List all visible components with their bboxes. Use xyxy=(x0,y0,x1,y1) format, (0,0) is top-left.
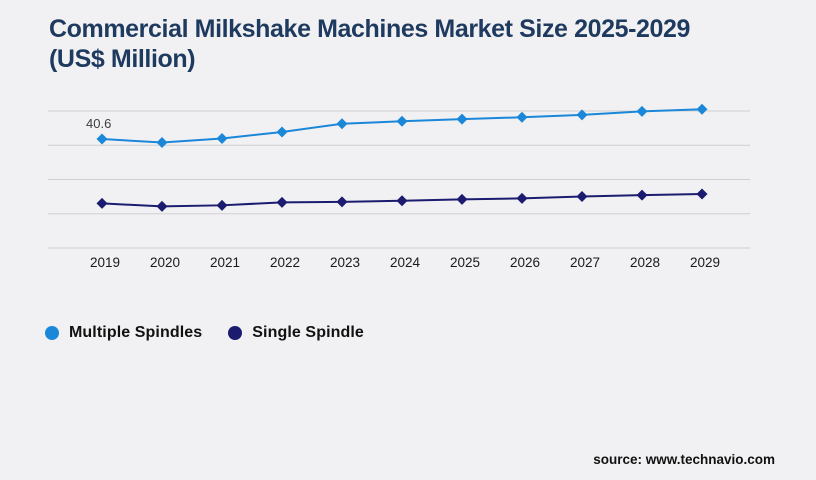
page-title: Commercial Milkshake Machines Market Siz… xyxy=(49,14,779,74)
legend-label-multiple-spindles: Multiple Spindles xyxy=(69,324,203,341)
x-tick-label: 2022 xyxy=(270,255,300,270)
x-tick-label: 2027 xyxy=(570,255,600,270)
market-size-line-chart: 40.6 2019 2020 2021 2022 2023 2024 2025 2026 2027… xyxy=(48,103,750,270)
x-tick-label: 2029 xyxy=(690,255,720,270)
page-title-line-2: (US$ Million) xyxy=(49,45,196,73)
multiple-spindles-marker-icon xyxy=(45,326,59,340)
data-point-marker-multiple-spindles xyxy=(456,113,468,125)
data-point-marker-single-spindle xyxy=(96,197,108,209)
data-point-marker-single-spindle xyxy=(396,195,408,207)
first-point-value-label: 40.6 xyxy=(86,116,111,131)
legend-item-multiple-spindles: Multiple Spindles xyxy=(45,324,202,342)
data-point-marker-multiple-spindles xyxy=(96,133,108,145)
legend-label-single-spindle: Single Spindle xyxy=(252,324,364,341)
data-point-marker-single-spindle xyxy=(216,199,228,211)
data-point-marker-multiple-spindles xyxy=(576,109,588,121)
chart-legend: Multiple Spindles Single Spindle xyxy=(45,324,364,342)
x-tick-label: 2023 xyxy=(330,255,360,270)
data-point-marker-multiple-spindles xyxy=(396,115,408,127)
x-tick-label: 2024 xyxy=(390,255,421,270)
data-point-marker-multiple-spindles xyxy=(636,105,648,117)
data-point-marker-single-spindle xyxy=(276,196,288,208)
data-point-marker-multiple-spindles xyxy=(276,126,288,138)
data-point-marker-single-spindle xyxy=(636,189,648,201)
data-point-marker-single-spindle xyxy=(156,200,168,212)
data-point-marker-multiple-spindles xyxy=(156,136,168,148)
single-spindle-marker-icon xyxy=(228,326,243,340)
page-title-line-1: Commercial Milkshake Machines Market Siz… xyxy=(49,15,691,43)
source-attribution: source: www.technavio.com xyxy=(593,452,775,467)
x-tick-label: 2025 xyxy=(450,255,480,270)
x-tick-label: 2028 xyxy=(630,255,660,270)
x-tick-label: 2019 xyxy=(90,255,120,270)
legend-item-single-spindle: Single Spindle xyxy=(228,324,364,342)
data-point-marker-multiple-spindles xyxy=(696,103,708,115)
data-point-marker-single-spindle xyxy=(336,196,348,208)
data-point-marker-single-spindle xyxy=(696,188,708,200)
data-point-marker-single-spindle xyxy=(456,193,468,205)
x-tick-label: 2021 xyxy=(210,255,240,270)
data-point-marker-multiple-spindles xyxy=(516,111,528,123)
data-point-marker-single-spindle xyxy=(516,192,528,204)
data-point-marker-multiple-spindles xyxy=(216,132,228,144)
data-point-marker-multiple-spindles xyxy=(336,118,348,130)
x-tick-label: 2026 xyxy=(510,255,540,270)
x-tick-label: 2020 xyxy=(150,255,180,270)
data-point-marker-single-spindle xyxy=(576,190,588,202)
